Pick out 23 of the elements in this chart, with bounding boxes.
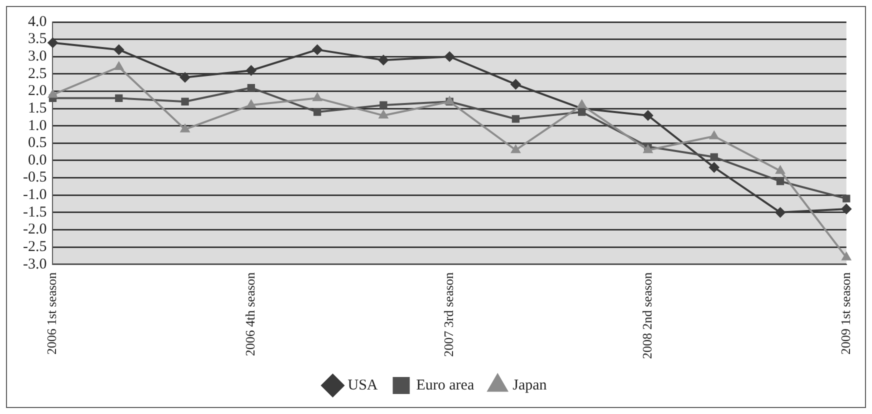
x-tick-label: 2006 1st season bbox=[44, 272, 60, 355]
y-tick-label: 3.0 bbox=[28, 48, 47, 65]
y-tick-label: 1.5 bbox=[28, 100, 47, 116]
y-tick-label: 2.0 bbox=[28, 83, 47, 100]
y-tick-label: -1.0 bbox=[22, 187, 47, 204]
legend-label: USA bbox=[348, 377, 378, 394]
x-tick-label: 2009 1st season bbox=[838, 272, 853, 355]
y-tick-label: -2.5 bbox=[22, 238, 47, 255]
x-tick-label: 2006 4th season bbox=[242, 272, 258, 356]
y-tick-label: -0.5 bbox=[22, 170, 47, 186]
y-tick-label: 0.0 bbox=[28, 152, 47, 168]
x-tick-label: 2008 2nd season bbox=[639, 272, 654, 360]
x-tick-label: 2007 3rd season bbox=[440, 272, 456, 357]
y-tick-label: -3.0 bbox=[22, 256, 47, 272]
y-tick-label: -1.5 bbox=[22, 204, 47, 220]
legend-label: Japan bbox=[512, 377, 548, 394]
y-tick-label: 0.5 bbox=[28, 135, 47, 152]
legend-label: Euro area bbox=[416, 377, 474, 394]
y-tick-label: 3.5 bbox=[28, 31, 47, 48]
y-tick-label: 1.0 bbox=[28, 118, 47, 134]
y-tick-label: 2.5 bbox=[28, 66, 47, 82]
y-tick-label: 4.0 bbox=[28, 14, 47, 30]
y-tick-label: -2.0 bbox=[22, 222, 47, 238]
